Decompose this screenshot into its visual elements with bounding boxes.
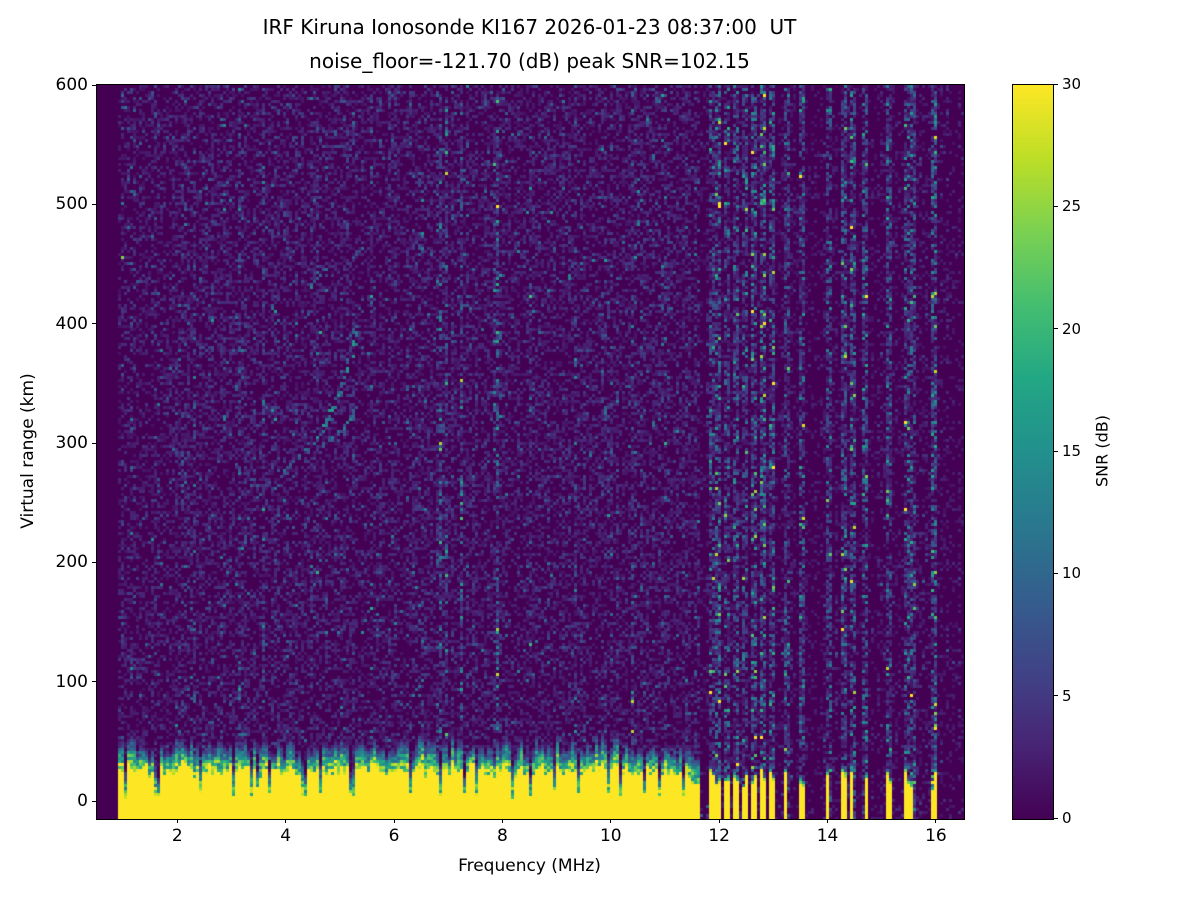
x-tick-label: 6 <box>388 826 400 846</box>
colorbar-gradient <box>1013 85 1053 819</box>
colorbar-tick-label: 15 <box>1062 442 1082 460</box>
colorbar-tick-mark <box>1054 450 1058 452</box>
ionogram-heatmap-canvas <box>97 85 964 819</box>
x-tick-label: 4 <box>280 826 292 846</box>
chart-title: IRF Kiruna Ionosonde KI167 2026-01-23 08… <box>262 15 797 39</box>
x-tick-mark <box>176 819 178 823</box>
y-tick-label: 0 <box>77 791 88 812</box>
y-tick-mark <box>92 442 96 444</box>
y-tick-mark <box>92 84 96 86</box>
chart-subtitle: noise_floor=-121.70 (dB) peak SNR=102.15 <box>309 49 750 73</box>
x-tick-label: 10 <box>599 826 622 846</box>
x-tick-mark <box>827 819 829 823</box>
x-tick-mark <box>393 819 395 823</box>
x-axis-label: Frequency (MHz) <box>458 856 601 876</box>
colorbar-tick-mark <box>1054 695 1058 697</box>
y-tick-label: 200 <box>55 552 88 573</box>
x-tick-label: 16 <box>925 826 947 846</box>
x-tick-mark <box>610 819 612 823</box>
colorbar-tick-mark <box>1054 572 1058 574</box>
colorbar-tick-mark <box>1054 817 1058 819</box>
y-tick-mark <box>92 323 96 325</box>
colorbar-tick-mark <box>1054 83 1058 85</box>
colorbar-tick-label: 25 <box>1062 197 1082 216</box>
heatmap-plot-area <box>96 84 965 820</box>
colorbar-tick-mark <box>1054 328 1058 330</box>
colorbar-tick-label: 20 <box>1062 319 1082 338</box>
colorbar <box>1012 84 1054 820</box>
x-tick-label: 14 <box>816 826 839 846</box>
y-tick-label: 300 <box>55 433 88 454</box>
y-tick-label: 500 <box>55 194 88 215</box>
colorbar-tick-mark <box>1054 205 1058 207</box>
x-tick-mark <box>285 819 287 823</box>
x-tick-label: 2 <box>171 826 183 846</box>
y-tick-mark <box>92 800 96 802</box>
x-tick-mark <box>718 819 720 823</box>
colorbar-tick-label: 10 <box>1062 564 1082 583</box>
y-tick-label: 400 <box>55 313 88 334</box>
y-tick-mark <box>92 561 96 563</box>
x-tick-label: 12 <box>708 826 730 846</box>
colorbar-tick-label: 5 <box>1062 686 1072 705</box>
colorbar-tick-label: 30 <box>1062 75 1082 93</box>
y-tick-mark <box>92 681 96 683</box>
x-tick-label: 8 <box>496 826 508 846</box>
y-tick-label: 600 <box>55 75 88 95</box>
colorbar-tick-label: 0 <box>1062 809 1072 827</box>
x-tick-mark <box>935 819 937 823</box>
y-tick-mark <box>92 203 96 205</box>
y-tick-label: 100 <box>55 671 88 692</box>
x-tick-mark <box>501 819 503 823</box>
